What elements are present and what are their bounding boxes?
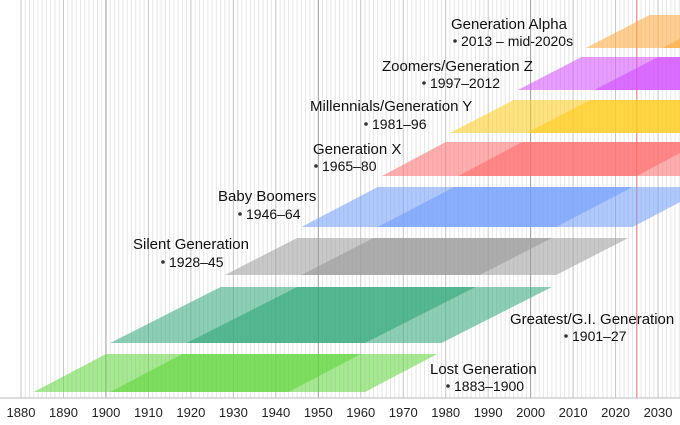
x-axis: 1880 1890 1900 1910 1920 1930 1940 1950 1960 1970… bbox=[0, 397, 680, 420]
generation-name: Silent Generation bbox=[133, 236, 249, 253]
x-tick-label: 1950 bbox=[304, 405, 333, 420]
generation-dates: 1928–45 bbox=[169, 254, 224, 270]
generation-adult-area bbox=[526, 100, 680, 133]
generation-dates: 1883–1900 bbox=[454, 378, 524, 394]
x-tick-label: 1910 bbox=[134, 405, 163, 420]
generation-dates: 1965–80 bbox=[322, 158, 377, 174]
x-tick-label: 1940 bbox=[261, 405, 290, 420]
generation-adult-area bbox=[594, 57, 680, 90]
generation-band bbox=[585, 15, 680, 48]
generation-name: Greatest/G.I. Generation bbox=[510, 311, 674, 328]
x-tick-label: 2020 bbox=[601, 405, 630, 420]
generation-name: Zoomers/Generation Z bbox=[382, 58, 533, 75]
x-tick-label: 2000 bbox=[516, 405, 545, 420]
generation-dates: 2013 – mid-2020s bbox=[461, 33, 573, 49]
generation-name: Millennials/Generation Y bbox=[310, 98, 472, 115]
x-tick-label: 2030 bbox=[644, 405, 673, 420]
bullet-icon bbox=[238, 212, 242, 216]
x-tick-label: 1880 bbox=[7, 405, 36, 420]
generation-band bbox=[517, 57, 680, 90]
generation-name: Generation X bbox=[313, 141, 401, 158]
bullet-icon bbox=[364, 122, 368, 126]
generation-band bbox=[224, 238, 629, 275]
x-tick-label: 1900 bbox=[91, 405, 120, 420]
x-tick-label: 1970 bbox=[389, 405, 418, 420]
x-tick-label: 1930 bbox=[219, 405, 248, 420]
generation-band bbox=[449, 100, 680, 133]
generation-dates: 1946–64 bbox=[246, 206, 301, 222]
generation-adult-area bbox=[110, 354, 361, 392]
generation-adult-area bbox=[301, 238, 552, 275]
bullet-icon bbox=[422, 81, 426, 85]
generation-bands bbox=[33, 15, 680, 392]
bullet-icon bbox=[564, 334, 568, 338]
generation-dates: 1901–27 bbox=[572, 328, 627, 344]
generation-adult-area bbox=[377, 187, 633, 227]
x-tick-label: 1960 bbox=[346, 405, 375, 420]
generation-band bbox=[381, 142, 680, 176]
generation-name: Lost Generation bbox=[430, 361, 537, 378]
generation-band bbox=[110, 287, 552, 343]
x-tick-label: 1920 bbox=[176, 405, 205, 420]
generation-band bbox=[301, 187, 680, 227]
generation-lifespan-area bbox=[585, 15, 680, 48]
bullet-icon bbox=[453, 39, 457, 43]
x-tick-label: 1980 bbox=[431, 405, 460, 420]
generation-dates: 1997–2012 bbox=[430, 75, 500, 91]
generation-dates: 1981–96 bbox=[372, 116, 427, 132]
generation-adult-area bbox=[662, 38, 680, 48]
generation-adult-area bbox=[458, 142, 680, 176]
bullet-icon bbox=[161, 260, 165, 264]
bullet-icon bbox=[446, 384, 450, 388]
generation-name: Generation Alpha bbox=[451, 16, 568, 33]
x-tick-label: 1890 bbox=[49, 405, 78, 420]
generation-name: Baby Boomers bbox=[218, 188, 316, 205]
generation-adult-area bbox=[186, 287, 476, 343]
bullet-icon bbox=[314, 164, 318, 168]
x-tick-label: 1990 bbox=[474, 405, 503, 420]
generation-band bbox=[33, 354, 438, 392]
x-tick-label: 2010 bbox=[559, 405, 588, 420]
